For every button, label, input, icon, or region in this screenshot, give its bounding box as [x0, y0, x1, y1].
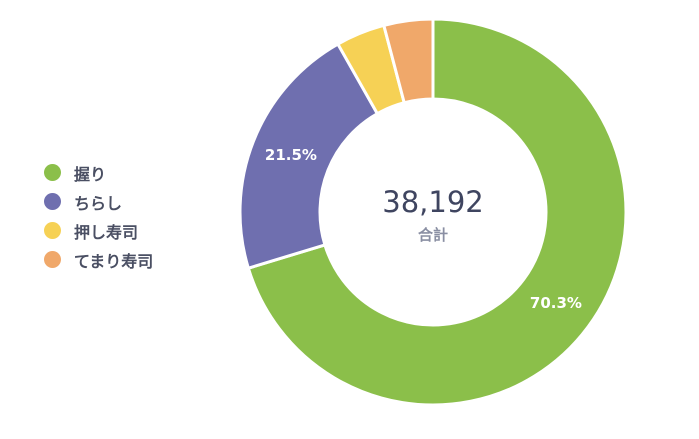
center-total-value: 38,192 — [382, 185, 483, 219]
percent-labels: 70.3% 21.5% — [265, 146, 582, 312]
donut-slices — [238, 17, 628, 407]
legend-item: てまり寿司 — [44, 245, 153, 274]
legend-item: 握り — [44, 158, 153, 187]
donut-slice — [246, 17, 628, 407]
slice-percent-label: 21.5% — [265, 146, 317, 164]
legend-swatch — [44, 193, 61, 210]
legend-label: 押し寿司 — [74, 222, 139, 242]
legend-swatch — [44, 251, 61, 268]
donut-slice — [382, 17, 435, 105]
legend: 握りちらし押し寿司てまり寿司 — [44, 158, 153, 274]
legend-label: てまり寿司 — [74, 251, 154, 271]
center-total-label: 合計 — [417, 226, 448, 244]
legend-label: 握り — [74, 164, 107, 184]
legend-swatch — [44, 222, 61, 239]
legend-swatch — [44, 164, 61, 181]
legend-item: ちらし — [44, 187, 153, 216]
slice-percent-label: 70.3% — [530, 294, 582, 312]
legend-item: 押し寿司 — [44, 216, 153, 245]
legend-label: ちらし — [74, 193, 123, 213]
donut-slice — [238, 42, 379, 270]
